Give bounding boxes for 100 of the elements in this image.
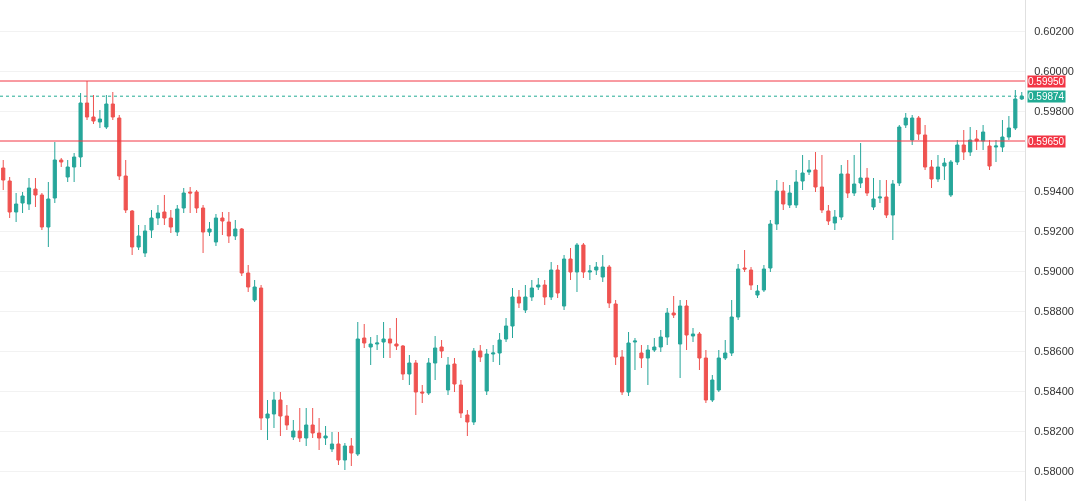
candlestick [194, 189, 199, 214]
candlestick [310, 407, 315, 439]
y-tick-label: 0.59200 [1034, 224, 1074, 237]
y-tick-label: 0.58400 [1034, 384, 1074, 397]
candlestick [923, 124, 928, 171]
candlestick [755, 284, 760, 299]
candlestick [645, 344, 650, 386]
candlestick [97, 109, 102, 129]
candlestick [130, 209, 135, 256]
candlestick [110, 91, 115, 121]
candlestick [175, 204, 180, 237]
candlestick [948, 159, 953, 198]
candlestick [362, 323, 367, 349]
candlestick [993, 139, 999, 163]
candlestick [149, 209, 154, 239]
candlestick [72, 152, 77, 183]
candlestick [613, 299, 618, 366]
candlestick [394, 317, 399, 351]
candlestick [510, 287, 515, 339]
candlestick [832, 209, 837, 231]
candlestick [342, 442, 347, 471]
candlestick [1, 159, 6, 191]
y-tick-label: 0.60200 [1034, 24, 1074, 37]
candlestick [787, 184, 792, 209]
y-tick-label: 0.58800 [1034, 304, 1074, 317]
candlestick [323, 425, 328, 446]
candlestick [710, 374, 715, 403]
candlestick [736, 263, 741, 321]
y-tick-label: 0.59000 [1034, 264, 1074, 277]
candlestick [536, 277, 541, 291]
candlestick [433, 335, 438, 381]
candlestick [703, 349, 708, 404]
candlestick [716, 349, 721, 393]
candlestick [117, 114, 122, 181]
candlestick [142, 224, 148, 258]
candlestick [581, 242, 586, 279]
candlestick [955, 139, 960, 166]
candlestick [239, 227, 244, 277]
candlestick [684, 299, 689, 351]
candlestick [465, 409, 470, 437]
candlestick [981, 124, 986, 151]
candlestick [916, 115, 921, 141]
candlestick [400, 344, 405, 381]
y-tick-label: 0.59400 [1034, 184, 1074, 197]
candlestick [387, 327, 393, 359]
candlestick [46, 181, 51, 248]
candlestick [639, 344, 644, 369]
candlestick [516, 289, 522, 309]
candlestick [65, 159, 70, 183]
candlestick [542, 279, 547, 306]
candlestick [607, 264, 612, 309]
candlestick [800, 154, 805, 191]
candlestick [729, 299, 734, 357]
candlestick [368, 336, 373, 366]
candlestick [877, 179, 883, 204]
candlestick [658, 329, 663, 353]
candlestick [271, 391, 277, 429]
candlestick [871, 177, 876, 211]
candlestick [259, 284, 264, 431]
candlestick [420, 384, 425, 404]
candlestick [1006, 115, 1011, 141]
candlestick [568, 247, 573, 281]
candlestick [652, 337, 657, 353]
candlestick [929, 159, 934, 189]
candlestick [864, 167, 870, 197]
candlestick [407, 354, 412, 386]
candlestick [748, 266, 754, 291]
candlestick [858, 142, 863, 189]
candlestick [336, 431, 341, 466]
candlestick [503, 317, 509, 343]
candlestick [14, 192, 19, 223]
candlestick [226, 211, 231, 244]
candlestick [52, 141, 57, 204]
candlestick [284, 404, 289, 431]
candlestick [162, 194, 167, 226]
candlestick [458, 379, 464, 419]
candlestick [987, 139, 992, 171]
candlestick [20, 191, 25, 214]
candlestick [329, 431, 335, 453]
y-tick-label: 0.60000 [1034, 64, 1074, 77]
candlestick [278, 391, 283, 437]
candlestick [246, 264, 251, 293]
candlestick [594, 261, 599, 276]
y-tick-label: 0.58600 [1034, 344, 1074, 357]
candlestick [697, 331, 702, 371]
candlestick [452, 357, 457, 393]
candlestick [84, 80, 90, 121]
candlestick [768, 219, 773, 273]
y-tick-label: 0.58000 [1034, 464, 1074, 477]
candlestick [123, 159, 128, 214]
candlestick [826, 204, 831, 226]
candlestick [59, 157, 64, 168]
y-tick-label: 0.58200 [1034, 424, 1074, 437]
candlestick [884, 179, 889, 219]
y-tick-label: 0.59800 [1034, 104, 1074, 117]
candlestick [497, 332, 502, 366]
candlestick [491, 344, 496, 363]
candlestick [890, 179, 895, 241]
candlestick [620, 349, 625, 396]
candlestick [317, 417, 322, 451]
